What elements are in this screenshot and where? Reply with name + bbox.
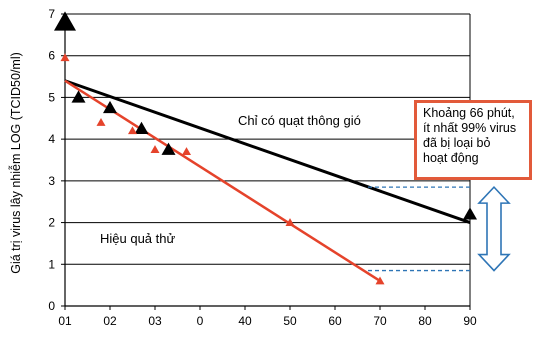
data-point [150,145,160,153]
data-point [375,276,385,285]
y-tick-label: 7 [48,7,55,21]
callout-line: hoạt động [423,151,479,165]
test-series-label: Hiệu quả thử [100,231,175,246]
x-tick-label: 90 [463,314,477,328]
series-lines [64,79,471,283]
axes [61,13,471,310]
y-tick-label: 1 [48,257,55,271]
x-tick-label: 03 [148,314,162,328]
double-arrow-icon [477,185,511,272]
x-tick-label: 01 [58,314,72,328]
x-tick-label: 80 [418,314,432,328]
data-point [285,218,295,226]
data-point [463,207,477,220]
data-point [182,147,191,156]
grid [65,13,470,265]
y-tick-label: 4 [48,132,55,146]
x-tick-label: 40 [238,314,252,328]
y-tick-label: 3 [48,174,55,188]
data-point [96,117,106,126]
y-tick-label: 0 [48,299,55,313]
y-tick-label: 6 [48,49,55,63]
callout-line: Khoảng 66 phút, [423,106,515,120]
series-line [64,79,381,283]
data-point [60,53,70,62]
series-points [54,11,477,285]
series-line [64,79,471,224]
x-tick-labels: 01 02 03 0 40 50 60 70 80 90 [58,314,477,328]
callout-line: ít nhất 99% virus [423,121,517,135]
x-tick-label: 0 [197,314,204,328]
data-point [103,100,117,114]
fan-series-label: Chỉ có quạt thông gió [238,113,361,128]
x-tick-label: 02 [103,314,117,328]
x-tick-label: 60 [328,314,342,328]
data-point [128,126,137,135]
y-axis-label: Giá trị virus lây nhiễm LOG (TCID50/ml) [8,52,23,274]
callout-line: đã bị loại bỏ [423,136,491,150]
x-tick-label: 70 [373,314,387,328]
y-tick-label: 2 [48,216,55,230]
data-point [161,142,176,155]
callout-box: Khoảng 66 phút, ít nhất 99% virus đã bị … [414,100,532,180]
y-tick-labels: 0 1 2 3 4 5 6 7 [48,7,55,313]
x-tick-label: 50 [283,314,297,328]
data-point [134,121,149,134]
y-tick-label: 5 [48,90,55,104]
range-arrow [368,185,511,272]
data-point [54,11,76,31]
data-point [71,90,86,103]
